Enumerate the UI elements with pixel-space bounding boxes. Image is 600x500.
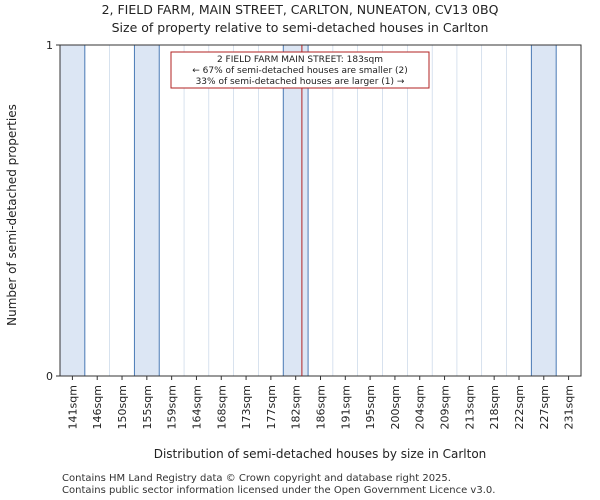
x-tick-label: 200sqm <box>389 385 402 429</box>
x-tick-label: 141sqm <box>66 385 79 429</box>
x-tick-label: 168sqm <box>215 385 228 429</box>
x-tick-label: 150sqm <box>116 385 129 429</box>
chart-subtitle: Size of property relative to semi-detach… <box>111 20 489 35</box>
annotation-box: 2 FIELD FARM MAIN STREET: 183sqm ← 67% o… <box>170 51 430 89</box>
bar <box>282 44 309 377</box>
chart: 01 141sqm 146sqm 150sqm 155sqm 159sqm 164sqm 1… <box>5 39 582 461</box>
x-ticks: 141sqm 146sqm 150sqm 155sqm 159sqm 164sqm 168s… <box>66 376 576 429</box>
y-tick-label: 0 <box>46 370 53 383</box>
x-tick-label: 177sqm <box>265 385 278 429</box>
annotation-line-3: 33% of semi-detached houses are larger (… <box>196 77 405 87</box>
x-tick-label: 195sqm <box>364 385 377 429</box>
bar <box>530 44 557 377</box>
bar <box>133 44 160 377</box>
y-ticks: 01 <box>46 39 60 383</box>
x-tick-label: 218sqm <box>488 385 501 429</box>
footer-line-1: Contains HM Land Registry data © Crown c… <box>62 473 451 484</box>
chart-title: 2, FIELD FARM, MAIN STREET, CARLTON, NUN… <box>101 2 499 17</box>
annotation-line-1: 2 FIELD FARM MAIN STREET: 183sqm <box>217 55 383 65</box>
x-tick-label: 231sqm <box>563 385 576 429</box>
x-tick-label: 173sqm <box>240 385 253 429</box>
x-tick-label: 213sqm <box>463 385 476 429</box>
x-tick-label: 227sqm <box>538 385 551 429</box>
annotation-border <box>170 51 430 89</box>
x-tick-label: 164sqm <box>190 385 203 429</box>
x-tick-label: 186sqm <box>315 385 328 429</box>
x-tick-label: 146sqm <box>91 385 104 429</box>
bar <box>59 44 86 377</box>
x-tick-label: 191sqm <box>339 385 352 429</box>
x-tick-label: 182sqm <box>290 385 303 429</box>
x-tick-label: 204sqm <box>414 385 427 429</box>
x-tick-label: 159sqm <box>166 385 179 429</box>
x-tick-label: 222sqm <box>513 385 526 429</box>
x-tick-label: 209sqm <box>439 385 452 429</box>
annotation-line-2: ← 67% of semi-detached houses are smalle… <box>192 66 408 76</box>
y-axis-label: Number of semi-detached properties <box>5 104 19 326</box>
x-tick-label: 155sqm <box>141 385 154 429</box>
x-axis-label: Distribution of semi-detached houses by … <box>154 447 487 461</box>
footer-line-2: Contains public sector information licen… <box>62 485 496 496</box>
y-tick-label: 1 <box>46 39 53 52</box>
